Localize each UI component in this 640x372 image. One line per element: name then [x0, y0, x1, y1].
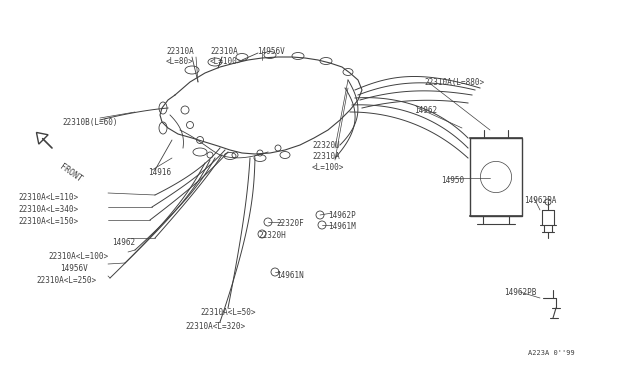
Bar	[470, 138, 522, 216]
Text: 14962: 14962	[414, 106, 437, 115]
Text: 22310A<L=50>: 22310A<L=50>	[200, 308, 255, 317]
Text: 22310A: 22310A	[312, 152, 340, 161]
Text: 14962PB: 14962PB	[504, 288, 536, 297]
Text: <L=80>: <L=80>	[166, 57, 194, 66]
Text: 14961M: 14961M	[328, 222, 356, 231]
Text: 22310A<L=320>: 22310A<L=320>	[185, 322, 245, 331]
Text: FRONT: FRONT	[58, 162, 84, 184]
Text: <L=100>: <L=100>	[312, 163, 344, 172]
Text: 14962P: 14962P	[328, 211, 356, 220]
Text: 14961N: 14961N	[276, 271, 304, 280]
Text: 14962: 14962	[112, 238, 135, 247]
Text: 14950: 14950	[441, 176, 464, 185]
Text: 22310A<L=250>: 22310A<L=250>	[36, 276, 96, 285]
Text: 22320F: 22320F	[276, 219, 304, 228]
Text: 22310A(L=880>: 22310A(L=880>	[424, 78, 484, 87]
Text: 22310B(L=60): 22310B(L=60)	[62, 118, 118, 127]
Text: 14962PA: 14962PA	[524, 196, 556, 205]
Text: 14916: 14916	[148, 168, 171, 177]
Text: A223A 0''99: A223A 0''99	[528, 350, 575, 356]
Text: 14956V: 14956V	[60, 264, 88, 273]
Text: 22320H: 22320H	[258, 231, 285, 240]
Text: 22310A<L=340>: 22310A<L=340>	[18, 205, 78, 214]
Text: 22310A<L=150>: 22310A<L=150>	[18, 217, 78, 226]
Text: 22310A: 22310A	[210, 47, 237, 56]
Text: 22310A<L=110>: 22310A<L=110>	[18, 193, 78, 202]
Text: 22310A: 22310A	[166, 47, 194, 56]
Text: 14956V: 14956V	[257, 47, 285, 56]
Text: 22310A<L=100>: 22310A<L=100>	[48, 252, 108, 261]
Text: 22320U: 22320U	[312, 141, 340, 150]
Text: <L=100>: <L=100>	[210, 57, 243, 66]
